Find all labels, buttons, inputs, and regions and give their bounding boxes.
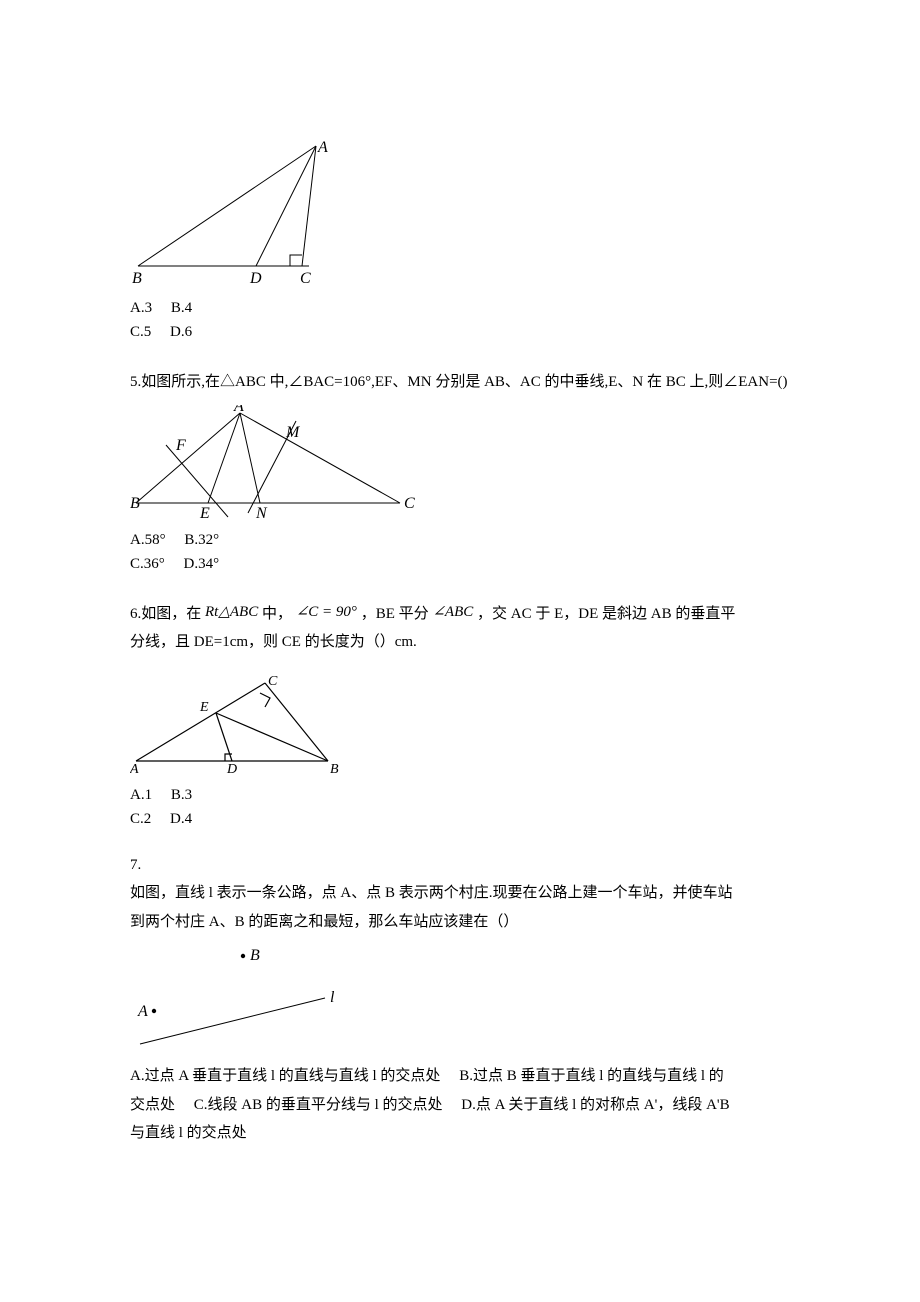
- q6-text: 6.如图，在 Rt△ABC 中， ∠C = 90° ，BE 平分 ∠ABC ，交…: [130, 600, 790, 657]
- q5-options: A.58° B.32° C.36° D.34°: [130, 528, 790, 576]
- q4-opt-a: A.3: [130, 300, 152, 316]
- q5-label-M: M: [285, 424, 301, 441]
- q7-opt-b: B.过点 B 垂直于直线 l 的直线与直线 l 的: [459, 1068, 724, 1084]
- q4-label-D: D: [249, 270, 262, 287]
- q5-figure: A B C E N F M: [130, 405, 790, 520]
- q6-label-D: D: [226, 762, 237, 775]
- q7-num: 7.: [130, 851, 790, 880]
- q6-label-E: E: [199, 700, 209, 715]
- q7-opt-b2: 交点处: [130, 1097, 175, 1113]
- q6-label-C: C: [268, 675, 278, 689]
- q4-label-A: A: [317, 139, 328, 156]
- q6-figure: A B C D E: [130, 675, 790, 775]
- q7-text-l1: 如图，直线 l 表示一条公路，点 A、点 B 表示两个村庄.现要在公路上建一个车…: [130, 879, 790, 908]
- q6-angleabc: ∠ABC: [432, 604, 473, 620]
- q5-label-B: B: [130, 495, 140, 512]
- q5-opt-a: A.58°: [130, 532, 166, 548]
- q6-opt-c: C.2: [130, 811, 151, 827]
- q6-rtabc: Rt△ABC: [205, 604, 258, 620]
- q6-opt-d: D.4: [170, 811, 192, 827]
- q4-opt-b: B.4: [171, 300, 192, 316]
- q6-anglec: ∠C = 90°: [296, 604, 357, 620]
- q6-mid3: ，交 AC 于 E，DE 是斜边 AB 的垂直平: [477, 606, 735, 622]
- q5-opt-d: D.34°: [184, 556, 220, 572]
- q7-opt-c: C.线段 AB 的垂直平分线与 l 的交点处: [194, 1097, 443, 1113]
- q5-opt-b: B.32°: [184, 532, 219, 548]
- q6-options: A.1 B.3 C.2 D.4: [130, 783, 790, 831]
- q6-label-A: A: [130, 762, 139, 775]
- q5-opt-c: C.36°: [130, 556, 165, 572]
- q6-mid1: 中，: [262, 606, 292, 622]
- q5-label-F: F: [175, 437, 186, 454]
- q5-label-C: C: [404, 495, 415, 512]
- q6-line2: 分线，且 DE=1cm，则 CE 的长度为（）cm.: [130, 634, 417, 650]
- q4-label-B: B: [132, 270, 142, 287]
- q7-text-l2: 到两个村庄 A、B 的距离之和最短，那么车站应该建在（）: [130, 908, 790, 937]
- q7-label-A: A: [137, 1003, 148, 1020]
- q5-label-N: N: [255, 505, 268, 520]
- q5-label-E: E: [199, 505, 210, 520]
- q7-opt-a: A.过点 A 垂直于直线 l 的直线与直线 l 的交点处: [130, 1068, 440, 1084]
- q4-options: A.3 B.4 C.5 D.6: [130, 296, 790, 344]
- q6-opt-b: B.3: [171, 787, 192, 803]
- q6-label-B: B: [330, 762, 339, 775]
- q7-label-B: B: [250, 947, 260, 964]
- q7-figure: A B l: [130, 944, 790, 1054]
- q4-figure: A B D C: [130, 138, 790, 288]
- q5-label-A: A: [233, 405, 244, 415]
- q7-label-l: l: [330, 989, 335, 1006]
- q6-opt-a: A.1: [130, 787, 152, 803]
- q4-label-C: C: [300, 270, 311, 287]
- q5-text: 5.如图所示,在△ABC 中,∠BAC=106°,EF、MN 分别是 AB、AC…: [130, 368, 790, 397]
- q7-opt-d: D.点 A 关于直线 l 的对称点 A'，线段 A'B: [461, 1097, 729, 1113]
- q4-opt-c: C.5: [130, 324, 151, 340]
- q6-mid2: ，BE 平分: [361, 606, 429, 622]
- q7-options: A.过点 A 垂直于直线 l 的直线与直线 l 的交点处 B.过点 B 垂直于直…: [130, 1062, 790, 1148]
- q6-prefix: 6.如图，在: [130, 606, 201, 622]
- page: A B D C A.3 B.4 C.5 D.6 5.如图所示,在△ABC 中,∠…: [0, 0, 920, 1248]
- q7-opt-d2: 与直线 l 的交点处: [130, 1125, 247, 1141]
- q4-opt-d: D.6: [170, 324, 192, 340]
